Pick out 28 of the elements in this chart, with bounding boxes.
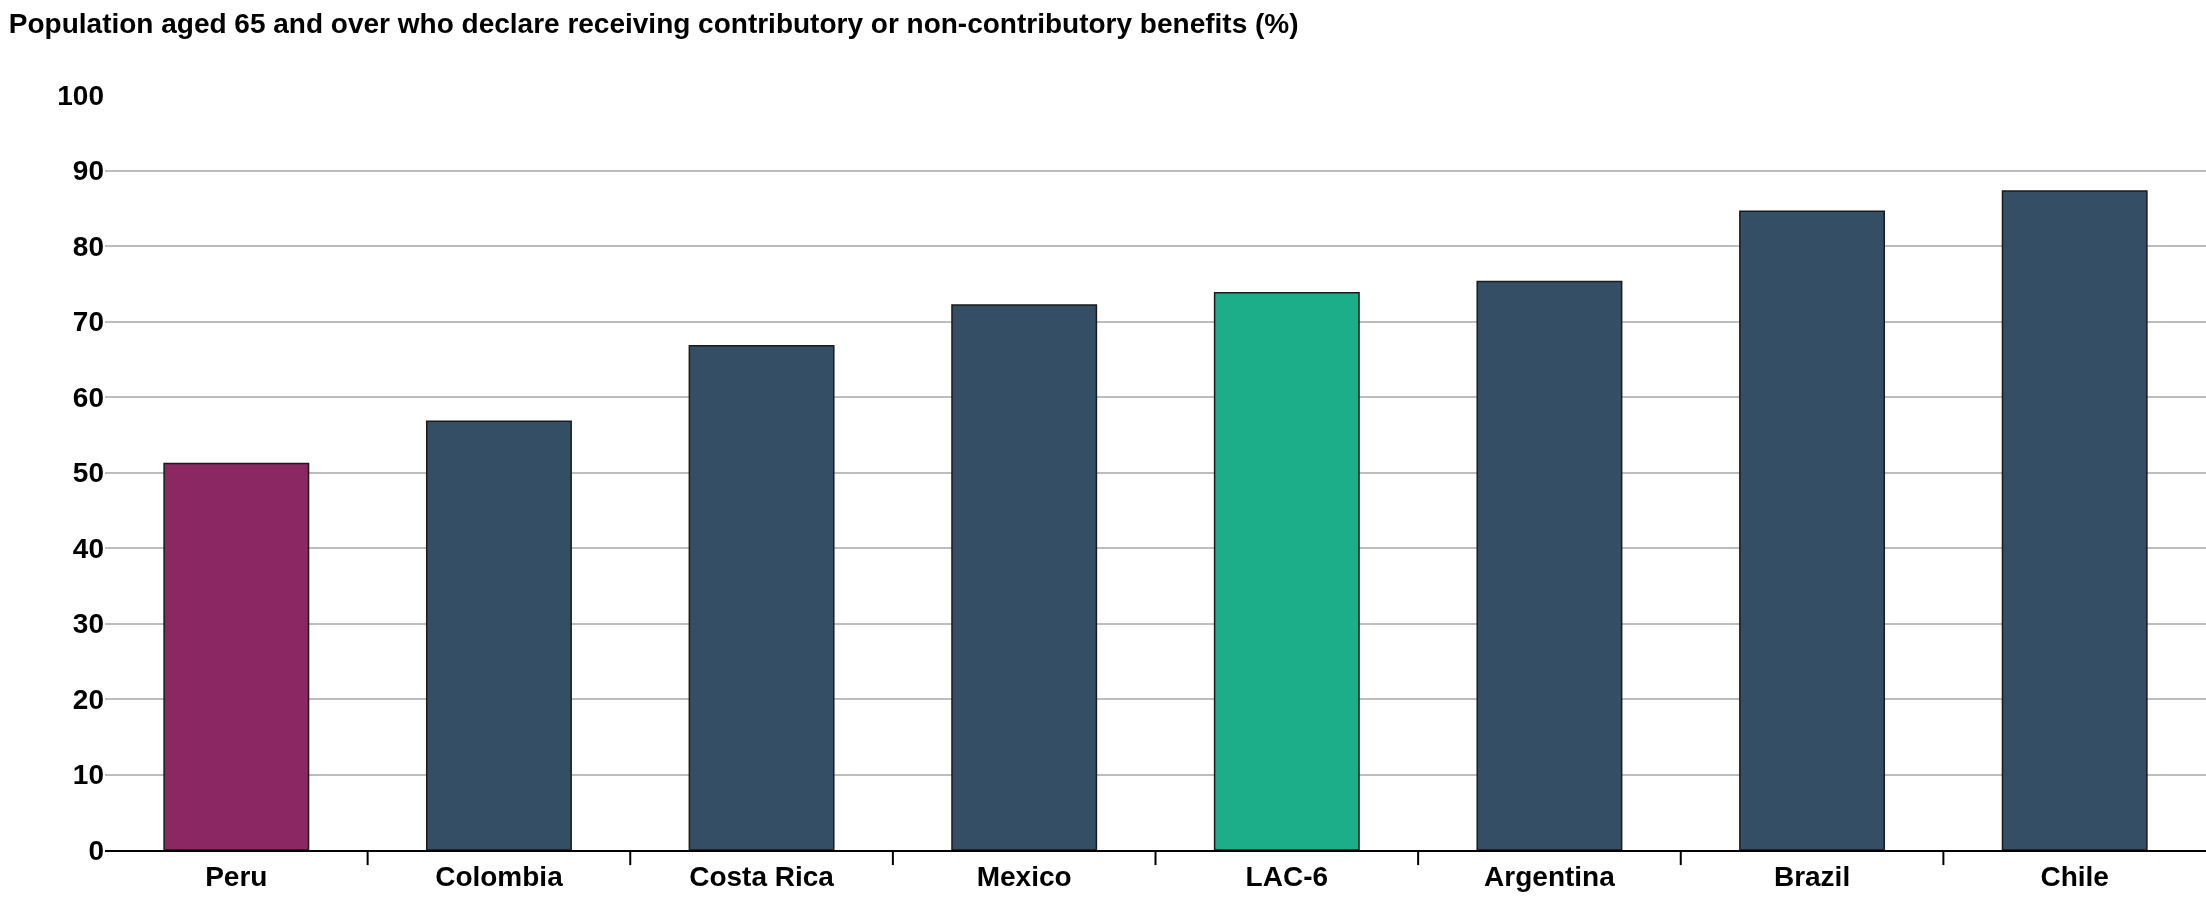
bar [1476,280,1623,850]
y-tick-label: 80 [72,230,104,262]
x-tick-label: Argentina [1484,860,1616,892]
x-tick-label: Colombia [435,860,564,892]
bar [163,462,310,850]
bar [1213,292,1360,850]
y-tick-label: 30 [72,608,104,640]
bar [2001,190,2148,850]
x-tick-label: Mexico [976,860,1072,892]
bar [951,304,1098,850]
x-tick-label: Brazil [1773,860,1851,892]
y-tick-label: 20 [72,683,104,715]
y-tick-label: 10 [72,759,104,791]
x-tick-label: Peru [205,860,268,892]
bar [425,420,572,850]
y-tick-label: 40 [72,532,104,564]
y-tick-label: 0 [88,834,104,866]
x-tick-label: Costa Rica [689,860,835,892]
y-tick-label: 50 [72,457,104,489]
x-tick-label: Chile [2040,860,2109,892]
bar [688,344,835,850]
x-tick-label: LAC-6 [1245,860,1329,892]
y-tick-label: 100 [57,79,104,111]
chart-title: Population aged 65 and over who declare receiving contributory or non-contributory benefits (%) [8,8,1299,40]
y-tick-label: 70 [72,306,104,338]
bar [1739,210,1886,850]
y-tick-label: 60 [72,381,104,413]
y-tick-label: 90 [72,155,104,187]
